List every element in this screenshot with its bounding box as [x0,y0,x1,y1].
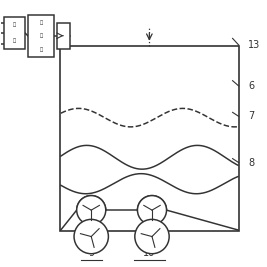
Text: 9: 9 [88,248,94,258]
Circle shape [135,219,169,254]
Text: 10: 10 [143,248,155,258]
Bar [28,15,54,57]
Text: 剂: 剂 [40,47,42,52]
Bar [60,46,239,231]
Text: 燥: 燥 [40,33,42,38]
Text: 8: 8 [248,158,254,168]
Circle shape [74,219,108,254]
Text: 13: 13 [248,40,261,50]
Text: 6: 6 [248,81,254,91]
Bar [57,22,70,49]
Text: 度: 度 [13,38,16,43]
Text: 7: 7 [248,111,255,121]
Text: 干: 干 [40,20,42,25]
Bar [4,17,25,49]
Circle shape [77,196,106,225]
Circle shape [138,196,167,225]
Text: 浓: 浓 [13,22,16,27]
